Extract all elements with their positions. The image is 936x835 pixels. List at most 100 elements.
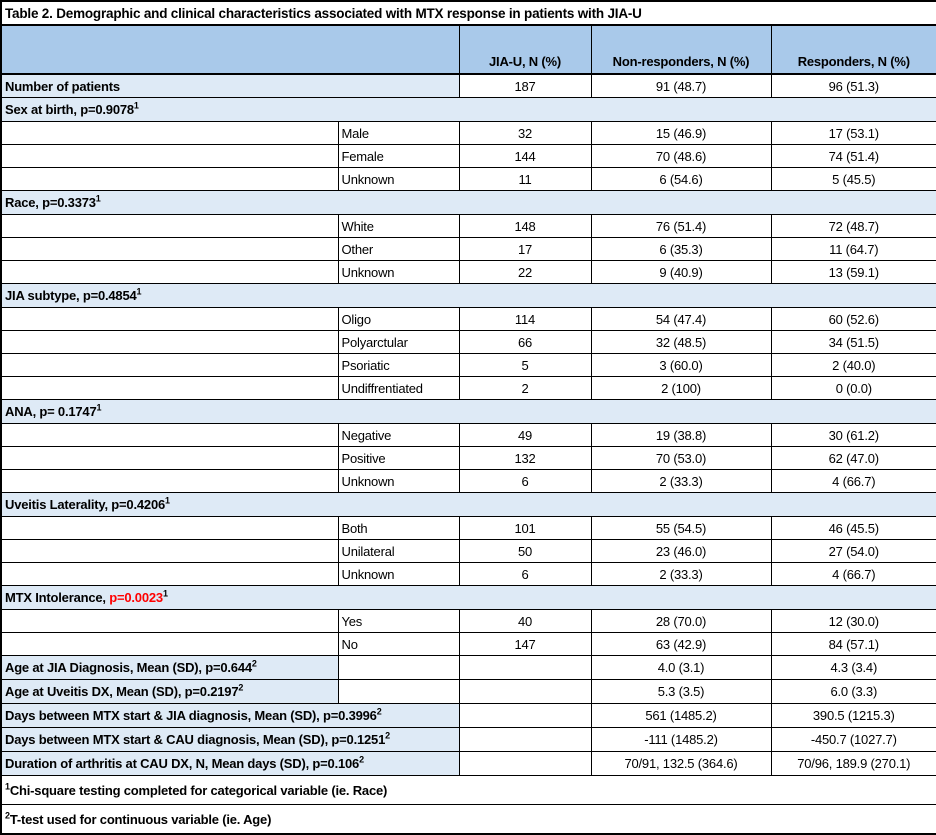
empty-cell [0, 121, 339, 145]
table-row: Unilateral 50 23 (46.0) 27 (54.0) [0, 539, 936, 563]
table-row: Female 144 70 (48.6) 74 (51.4) [0, 144, 936, 168]
cell-responders: 96 (51.3) [770, 73, 936, 98]
table-row: Other 17 6 (35.3) 11 (64.7) [0, 237, 936, 261]
cell-jia-u: 11 [458, 167, 592, 191]
section-label: JIA subtype, p=0.48541 [0, 283, 936, 308]
cell-non-responders: 561 (1485.2) [590, 703, 772, 728]
cell-responders: 34 (51.5) [770, 330, 936, 354]
cell-responders: 11 (64.7) [770, 237, 936, 261]
row-label-text: Days between MTX start & JIA diagnosis, … [5, 708, 377, 723]
cell-responders: 2 (40.0) [770, 353, 936, 377]
table-row: Race, p=0.33731 [0, 190, 936, 215]
footnote-marker: 1 [136, 286, 142, 297]
cell-non-responders: 63 (42.9) [590, 632, 772, 656]
cell-responders: 30 (61.2) [770, 423, 936, 447]
empty-cell [0, 516, 339, 540]
empty-cell [0, 167, 339, 191]
row-label: Days between MTX start & CAU diagnosis, … [0, 727, 460, 752]
row-label: Duration of arthritis at CAU DX, N, Mean… [0, 751, 460, 776]
cell-non-responders: 2 (100) [590, 376, 772, 400]
table-row: MTX Intolerance, p=0.00231 [0, 585, 936, 610]
empty-cell [0, 307, 339, 331]
header-empty-cell [0, 24, 460, 75]
section-label: MTX Intolerance, p=0.00231 [0, 585, 936, 610]
empty-cell [0, 144, 339, 168]
footnote: 2T-test used for continuous variable (ie… [0, 804, 936, 835]
section-label: Race, p=0.33731 [0, 190, 936, 215]
sub-row-label: Positive [337, 446, 460, 470]
cell-non-responders: -111 (1485.2) [590, 727, 772, 752]
cell-jia-u: 147 [458, 632, 592, 656]
cell-jia-u [458, 655, 592, 680]
sub-row-label: No [337, 632, 460, 656]
row-label-text: Number of patients [5, 78, 120, 94]
cell-jia-u [458, 751, 592, 776]
sub-row-label: Unknown [337, 167, 460, 191]
table-row: Psoriatic 5 3 (60.0) 2 (40.0) [0, 353, 936, 377]
cell-non-responders: 70/91, 132.5 (364.6) [590, 751, 772, 776]
cell-non-responders: 70 (53.0) [590, 446, 772, 470]
table-row: Unknown 22 9 (40.9) 13 (59.1) [0, 260, 936, 284]
cell-jia-u: 2 [458, 376, 592, 400]
cell-non-responders: 9 (40.9) [590, 260, 772, 284]
footnote-marker: 1 [95, 193, 101, 204]
cell-non-responders: 6 (54.6) [590, 167, 772, 191]
footnote-marker: 1 [5, 781, 10, 792]
cell-jia-u: 32 [458, 121, 592, 145]
empty-cell [0, 330, 339, 354]
cell-responders: 17 (53.1) [770, 121, 936, 145]
cell-jia-u: 22 [458, 260, 592, 284]
row-label-text: ANA, p= 0.1747 [5, 404, 97, 419]
column-header-non-responders: Non-responders, N (%) [590, 24, 772, 75]
cell-jia-u: 132 [458, 446, 592, 470]
row-label-text: Age at Uveitis DX, Mean (SD), p=0.2197 [5, 684, 239, 699]
cell-responders: 72 (48.7) [770, 214, 936, 238]
cell-non-responders: 76 (51.4) [590, 214, 772, 238]
table-row: Polyarctular 66 32 (48.5) 34 (51.5) [0, 330, 936, 354]
empty-cell [337, 679, 460, 704]
cell-responders: 60 (52.6) [770, 307, 936, 331]
empty-cell [337, 655, 460, 680]
table-row: Number of patients 187 91 (48.7) 96 (51.3) [0, 73, 936, 98]
empty-cell [0, 423, 339, 447]
table-title: Table 2. Demographic and clinical charac… [0, 0, 936, 26]
row-label-text: Sex at birth, p=0.9078 [5, 102, 134, 117]
row-label-text: Age at JIA Diagnosis, Mean (SD), p=0.644 [5, 660, 252, 675]
sub-row-label: Unilateral [337, 539, 460, 563]
footnote-row: 1Chi-square testing completed for catego… [0, 775, 936, 805]
empty-cell [0, 237, 339, 261]
table-row: Unknown 6 2 (33.3) 4 (66.7) [0, 469, 936, 493]
cell-jia-u: 6 [458, 469, 592, 493]
table-row: Oligo 114 54 (47.4) 60 (52.6) [0, 307, 936, 331]
table-row: Sex at birth, p=0.90781 [0, 97, 936, 122]
row-label-text: MTX Intolerance, [5, 590, 110, 605]
empty-cell [0, 376, 339, 400]
cell-jia-u: 114 [458, 307, 592, 331]
table-row: Age at JIA Diagnosis, Mean (SD), p=0.644… [0, 655, 936, 680]
table-row: Negative 49 19 (38.8) 30 (61.2) [0, 423, 936, 447]
table-row: No 147 63 (42.9) 84 (57.1) [0, 632, 936, 656]
cell-non-responders: 6 (35.3) [590, 237, 772, 261]
table-row: Duration of arthritis at CAU DX, N, Mean… [0, 751, 936, 776]
column-header-jia-u: JIA-U, N (%) [458, 24, 592, 75]
cell-jia-u [458, 727, 592, 752]
empty-cell [0, 353, 339, 377]
sub-row-label: Negative [337, 423, 460, 447]
empty-cell [0, 632, 339, 656]
row-label-text: Race, p=0.3373 [5, 195, 96, 210]
cell-jia-u [458, 703, 592, 728]
cell-responders: 13 (59.1) [770, 260, 936, 284]
footnote-marker: 1 [96, 402, 102, 413]
cell-jia-u: 148 [458, 214, 592, 238]
table-row: Days between MTX start & CAU diagnosis, … [0, 727, 936, 752]
cell-responders: 70/96, 189.9 (270.1) [770, 751, 936, 776]
cell-non-responders: 3 (60.0) [590, 353, 772, 377]
sub-row-label: White [337, 214, 460, 238]
cell-jia-u: 17 [458, 237, 592, 261]
table-row: Both 101 55 (54.5) 46 (45.5) [0, 516, 936, 540]
empty-cell [0, 260, 339, 284]
sub-row-label: Undiffrentiated [337, 376, 460, 400]
sub-row-label: Female [337, 144, 460, 168]
section-label: Sex at birth, p=0.90781 [0, 97, 936, 122]
